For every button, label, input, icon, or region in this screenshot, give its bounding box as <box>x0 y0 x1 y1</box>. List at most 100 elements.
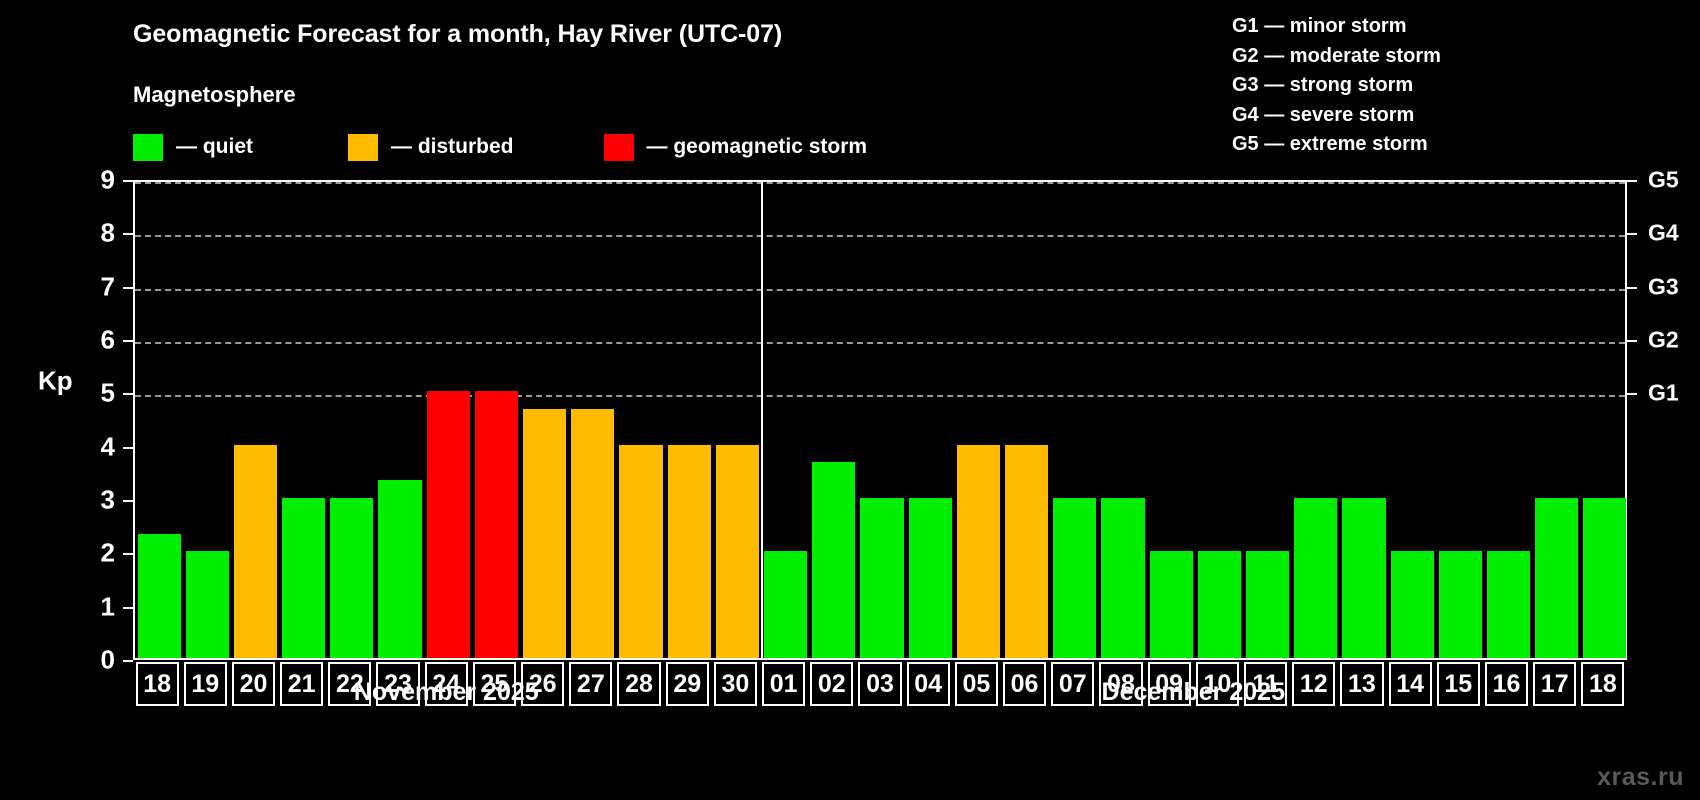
bar-november-22 <box>330 498 374 658</box>
g-legend-row-4: G4 — severe storm <box>1232 103 1415 126</box>
bar-december-17 <box>1535 498 1579 658</box>
bar-november-29 <box>667 444 711 658</box>
day-label-december-08[interactable]: 08 <box>1099 662 1143 706</box>
y-tick-7 <box>123 286 133 289</box>
day-label-november-19[interactable]: 19 <box>183 662 227 706</box>
month-caption-december: December 2025 <box>1101 678 1285 706</box>
day-label-november-23[interactable]: 23 <box>376 662 420 706</box>
day-label-november-18[interactable]: 18 <box>135 662 179 706</box>
g-scale-legend: G1 — minor storm G2 — moderate storm G3 — … <box>1232 12 1441 160</box>
bar-december-13 <box>1342 498 1386 658</box>
y-right-tick-G1 <box>1627 393 1637 396</box>
day-label-november-30[interactable]: 30 <box>713 662 757 706</box>
g-legend-row-2: G2 — moderate storm <box>1232 44 1441 67</box>
y-tick-4 <box>123 446 133 449</box>
bar-december-16 <box>1486 551 1531 658</box>
y-right-label-G3: G3 <box>1648 273 1679 300</box>
day-label-november-24[interactable]: 24 <box>424 662 468 706</box>
legend-label: — disturbed <box>391 135 514 158</box>
y-right-label-G5: G5 <box>1648 166 1679 193</box>
y-tick-2 <box>123 553 133 556</box>
bar-november-19 <box>185 551 229 658</box>
day-label-november-20[interactable]: 20 <box>231 662 276 706</box>
gridline-kp-6 <box>135 342 1625 344</box>
y-right-tick-G5 <box>1627 180 1637 182</box>
y-right-label-G4: G4 <box>1648 219 1679 246</box>
legend-item-quiet: — quiet <box>133 132 253 162</box>
day-label-november-27[interactable]: 27 <box>569 662 613 706</box>
y-tick-6 <box>123 340 133 342</box>
bar-december-01 <box>764 551 808 658</box>
bar-december-08 <box>1101 498 1145 658</box>
day-label-november-21[interactable]: 21 <box>280 662 324 706</box>
y-tick-8 <box>123 233 133 236</box>
y-right-tick-G2 <box>1627 340 1637 342</box>
legend-item-geomagneticstorm: — geomagnetic storm <box>603 132 867 162</box>
y-tick-label-4: 4 <box>100 431 115 462</box>
day-label-december-14[interactable]: 14 <box>1388 662 1432 706</box>
bar-december-09 <box>1149 551 1193 658</box>
y-axis-title: Kp <box>38 365 73 396</box>
day-label-december-07[interactable]: 07 <box>1051 662 1095 706</box>
day-label-december-01[interactable]: 01 <box>762 662 806 706</box>
y-tick-label-5: 5 <box>100 377 115 408</box>
day-label-december-12[interactable]: 12 <box>1292 662 1336 706</box>
bar-december-14 <box>1390 551 1434 658</box>
month-divider-december <box>760 182 763 658</box>
legend-item-disturbed: — disturbed <box>348 132 514 162</box>
bar-december-11 <box>1245 551 1290 658</box>
bar-december-18 <box>1583 498 1627 658</box>
color-legend: — quiet — disturbed — geomagnetic storm <box>133 132 867 162</box>
gridline-kp-8 <box>135 235 1625 238</box>
plot-area <box>133 180 1627 660</box>
bar-november-20 <box>233 444 278 658</box>
g-legend-row-1: G1 — minor storm <box>1232 15 1407 37</box>
day-label-december-13[interactable]: 13 <box>1340 662 1384 706</box>
day-axis-labels: 18 19 20 21 22 23 24 25 26 27 28 29 30 01 02 03 04 05 06 07… <box>133 662 1627 706</box>
day-label-december-17[interactable]: 17 <box>1533 662 1577 706</box>
y-tick-label-0: 0 <box>100 644 115 675</box>
day-label-december-11[interactable]: 11 <box>1243 662 1288 706</box>
y-tick-label-1: 1 <box>100 591 115 622</box>
day-label-december-04[interactable]: 04 <box>906 662 950 706</box>
g-legend-row-5: G5 — extreme storm <box>1232 133 1428 155</box>
day-label-december-16[interactable]: 16 <box>1484 662 1529 706</box>
day-label-november-22[interactable]: 22 <box>328 662 372 706</box>
bar-november-18 <box>137 533 181 658</box>
bar-december-05 <box>956 444 1000 658</box>
red-swatch <box>603 133 634 161</box>
day-label-november-26[interactable]: 26 <box>521 662 565 706</box>
bar-december-15 <box>1438 551 1482 658</box>
bar-december-04 <box>908 498 952 658</box>
day-label-december-15[interactable]: 15 <box>1436 662 1480 706</box>
day-label-december-09[interactable]: 09 <box>1147 662 1191 706</box>
day-label-december-03[interactable]: 03 <box>858 662 902 706</box>
day-label-december-18[interactable]: 18 <box>1581 662 1625 706</box>
day-label-november-28[interactable]: 28 <box>617 662 661 706</box>
y-tick-9 <box>123 180 133 182</box>
gridline-kp-5 <box>135 395 1625 398</box>
bar-november-27 <box>571 408 615 658</box>
g-legend-row-3: G3 — strong storm <box>1232 74 1414 96</box>
bar-november-24 <box>426 391 470 658</box>
y-right-label-G1: G1 <box>1648 379 1679 406</box>
month-caption-november: November 2025 <box>353 678 539 706</box>
day-label-december-06[interactable]: 06 <box>1002 662 1047 706</box>
y-right-label-G2: G2 <box>1648 326 1679 353</box>
page-title: Geomagnetic Forecast for a month, Hay Ri… <box>133 20 783 48</box>
y-tick-label-3: 3 <box>100 484 115 515</box>
y-tick-label-9: 9 <box>100 164 115 195</box>
y-right-tick-G4 <box>1627 233 1637 236</box>
bar-december-07 <box>1053 498 1097 658</box>
y-tick-0 <box>123 660 133 662</box>
day-label-november-25[interactable]: 25 <box>472 662 517 706</box>
y-tick-5 <box>123 393 133 396</box>
day-label-december-05[interactable]: 05 <box>954 662 998 706</box>
gridline-kp-7 <box>135 288 1625 291</box>
day-label-november-29[interactable]: 29 <box>665 662 709 706</box>
day-label-december-02[interactable]: 02 <box>810 662 854 706</box>
gridline-kp-9 <box>135 182 1625 184</box>
day-label-december-10[interactable]: 10 <box>1195 662 1239 706</box>
y-tick-label-8: 8 <box>100 217 115 248</box>
bar-november-26 <box>523 408 567 658</box>
